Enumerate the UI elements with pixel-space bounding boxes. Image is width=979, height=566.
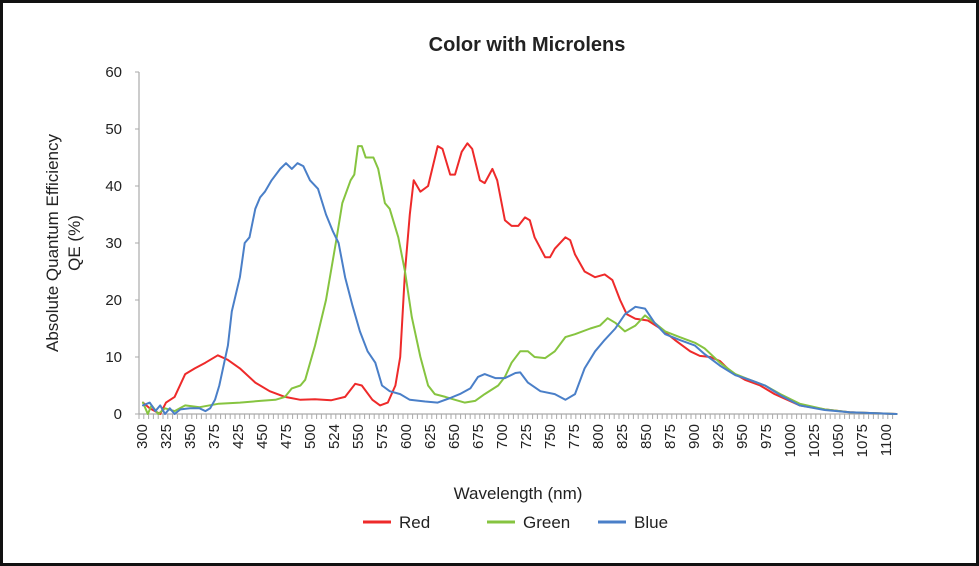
x-tick-label: 925 [710, 424, 727, 449]
x-tick-label: 775 [566, 424, 583, 449]
x-tick-label: 650 [446, 424, 463, 449]
x-tick-label: 1100 [878, 424, 895, 456]
y-tick-label: 10 [105, 349, 122, 366]
x-tick-label: 825 [614, 424, 631, 449]
x-tick-label: 675 [470, 424, 487, 449]
x-tick-label: 1000 [782, 424, 799, 457]
x-tick-label: 500 [302, 424, 319, 449]
x-tick-label: 600 [398, 424, 415, 449]
x-tick-label: 900 [686, 424, 703, 449]
x-tick-label: 450 [254, 424, 271, 449]
x-tick-label: 625 [422, 424, 439, 449]
x-tick-label: 750 [542, 424, 559, 449]
x-tick-label: 325 [158, 424, 175, 449]
series-line-green [142, 145, 898, 415]
y-axis-label-line2: QE (%) [65, 215, 84, 271]
x-tick-label: 875 [662, 424, 679, 449]
legend-label-green: Green [523, 513, 570, 532]
x-tick-label: 725 [518, 424, 535, 449]
legend: Red Green Blue [363, 513, 668, 532]
legend-label-red: Red [399, 513, 430, 532]
x-tick-label: 1025 [806, 424, 823, 457]
y-tick-label: 40 [105, 178, 122, 195]
x-tick-label: 950 [734, 424, 751, 449]
chart-title: Color with Microlens [429, 34, 626, 56]
legend-label-blue: Blue [634, 513, 668, 532]
x-tick-label: 850 [638, 424, 655, 449]
x-tick-label: 375 [206, 424, 223, 449]
x-tick-label: 1075 [854, 424, 871, 457]
x-tick-label: 475 [278, 424, 295, 449]
y-tick-label: 20 [105, 292, 122, 309]
x-tick-label: 550 [350, 424, 367, 449]
x-tick-label: 350 [182, 424, 199, 449]
x-tick-label: 800 [590, 424, 607, 449]
x-tick-label: 425 [230, 424, 247, 449]
x-tick-label: 524 [326, 424, 343, 449]
x-tick-label: 975 [758, 424, 775, 449]
y-tick-label: 60 [105, 64, 122, 81]
series-line-blue [142, 162, 898, 415]
x-axis-label: Wavelength (nm) [454, 484, 583, 503]
x-tick-label: 300 [134, 424, 151, 449]
x-tick-label: 575 [374, 424, 391, 449]
y-tick-label: 50 [105, 121, 122, 138]
x-tick-label: 700 [494, 424, 511, 449]
y-axis-label-line1: Absolute Quantum Efficiency [43, 134, 62, 352]
y-tick-label: 30 [105, 235, 122, 252]
y-tick-label: 0 [114, 406, 122, 423]
x-tick-label: 1050 [830, 424, 847, 457]
